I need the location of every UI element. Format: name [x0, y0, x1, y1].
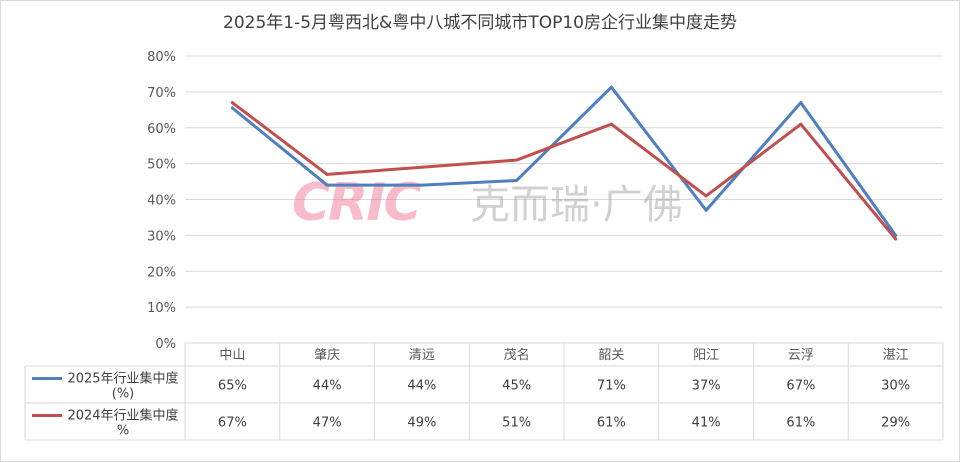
x-category-label: 湛江: [883, 348, 909, 363]
data-point: [609, 85, 613, 89]
data-point: [515, 158, 519, 162]
data-point: [799, 122, 803, 126]
data-point: [704, 208, 708, 212]
table-cell-value: 71%: [597, 379, 626, 394]
data-point: [325, 172, 329, 176]
table-cell-value: 37%: [692, 379, 721, 394]
series-group: [230, 85, 898, 241]
y-tick-label: 40%: [147, 194, 176, 209]
data-point: [704, 194, 708, 198]
table-cell-value: 30%: [881, 379, 910, 394]
data-point: [325, 183, 329, 187]
table-cell-value: 45%: [502, 379, 531, 394]
y-tick-label: 60%: [147, 122, 176, 137]
table-cell-value: 67%: [218, 416, 247, 431]
y-tick-label: 50%: [147, 158, 176, 173]
data-point: [894, 237, 898, 241]
series-line-2: [230, 101, 898, 241]
x-category-label: 云浮: [788, 348, 814, 363]
table-cell-value: 49%: [407, 416, 436, 431]
table-cell-value: 61%: [597, 416, 626, 431]
x-category-label: 肇庆: [314, 348, 340, 363]
table-cell-value: 67%: [786, 379, 815, 394]
data-table: 中山 肇庆 清远 茂名 韶关 阳江 云浮 湛江 2025年行业集中度(%) 65% 44% 44% 45…: [24, 343, 944, 441]
watermark: CRIC 克而瑞·广佛: [292, 173, 683, 233]
x-category-label: 阳江: [693, 348, 719, 363]
data-point: [230, 101, 234, 105]
watermark-logo: CRIC: [292, 173, 422, 233]
y-tick-label: 80%: [147, 50, 176, 65]
y-axis-ticks: 0% 10% 20% 30% 40% 50% 60% 70% 80%: [147, 50, 176, 352]
y-tick-label: 30%: [147, 229, 176, 244]
y-tick-label: 10%: [147, 301, 176, 316]
legend-label: 2024年行业集中度: [67, 408, 178, 424]
x-category-label: 清远: [409, 348, 435, 363]
x-category-label: 茂名: [504, 347, 530, 363]
y-tick-label: 0%: [155, 337, 176, 352]
series-line-1: [230, 85, 898, 237]
legend-label-unit: %: [117, 424, 129, 439]
data-point: [515, 178, 519, 182]
legend-label: 2025年行业集中度: [67, 371, 178, 387]
data-point: [609, 122, 613, 126]
table-cell-value: 29%: [881, 416, 910, 431]
table-cell-value: 41%: [692, 416, 721, 431]
data-point: [420, 165, 424, 169]
table-cell-value: 61%: [786, 416, 815, 431]
table-cell-value: 65%: [218, 379, 247, 394]
table-cell-value: 51%: [502, 416, 531, 431]
table-cell-value: 44%: [407, 379, 436, 394]
chart-title: 2025年1-5月粤西北&粤中八城不同城市TOP10房企行业集中度走势: [223, 13, 737, 33]
table-cell-value: 44%: [313, 379, 342, 394]
y-tick-label: 70%: [147, 86, 176, 101]
table-cell-value: 47%: [313, 416, 342, 431]
x-category-label: 韶关: [598, 347, 624, 363]
watermark-text: 克而瑞·广佛: [470, 182, 683, 228]
x-category-label: 中山: [219, 348, 245, 363]
data-point: [799, 101, 803, 105]
data-point: [420, 183, 424, 187]
y-tick-label: 20%: [147, 265, 176, 280]
legend-label-unit: (%): [112, 387, 135, 402]
data-point: [230, 106, 234, 110]
